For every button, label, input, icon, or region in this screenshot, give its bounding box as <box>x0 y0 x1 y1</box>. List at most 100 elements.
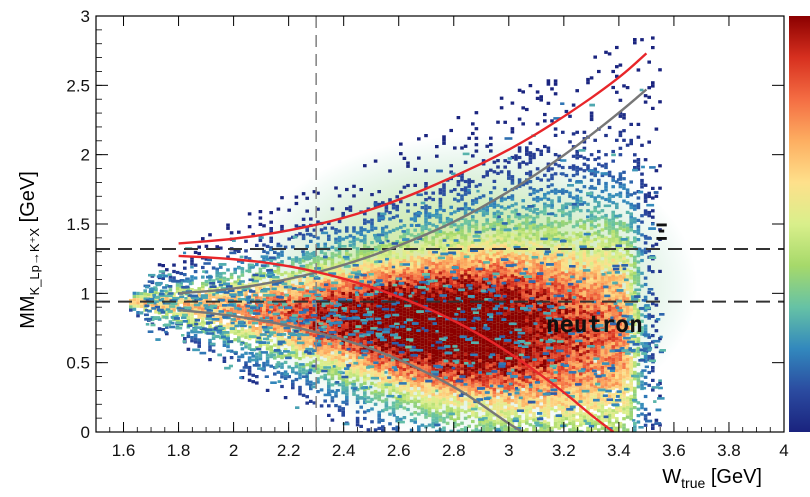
heat-cell <box>406 228 410 232</box>
heat-cell <box>262 307 266 311</box>
heat-cell <box>377 263 381 267</box>
heat-cell <box>384 340 389 344</box>
heat-cell <box>463 237 468 241</box>
heat-cell <box>348 362 353 366</box>
heat-cell <box>258 350 263 354</box>
heat-cell <box>305 228 309 232</box>
heat-cell <box>492 355 497 359</box>
heat-cell <box>453 245 457 249</box>
heat-cell <box>294 256 299 260</box>
heat-cell <box>175 283 180 287</box>
heat-cell <box>521 384 525 388</box>
heat-cell <box>399 404 403 409</box>
heat-cell <box>427 410 432 414</box>
heat-cell <box>417 425 421 429</box>
heat-cell <box>197 312 201 316</box>
heat-cell <box>355 359 360 363</box>
heat-cell <box>319 343 324 347</box>
heat-cell <box>521 327 525 331</box>
heat-cell <box>319 301 324 306</box>
heat-cell <box>532 268 536 272</box>
heat-cell <box>449 314 453 318</box>
heat-cell <box>327 285 331 289</box>
heat-cell <box>543 359 547 363</box>
heat-cell <box>463 285 468 289</box>
heat-cell <box>366 274 371 278</box>
heat-cell <box>510 341 515 345</box>
heat-cell <box>395 297 399 301</box>
heat-cell <box>399 401 403 405</box>
heat-cell <box>391 327 396 332</box>
heat-cell <box>316 370 320 374</box>
heat-cell <box>363 304 367 309</box>
heat-cell <box>265 264 270 268</box>
heat-cell <box>305 379 309 383</box>
heat-cell <box>139 304 144 309</box>
heat-cell <box>384 292 389 296</box>
heat-cell <box>280 288 284 293</box>
heat-cell <box>366 322 371 326</box>
heat-cell <box>406 302 410 306</box>
heat-cell <box>535 250 540 254</box>
heat-cell <box>413 331 417 335</box>
heat-cell <box>471 256 475 260</box>
heat-cell <box>280 308 284 312</box>
heat-cell <box>424 207 428 211</box>
heat-cell <box>399 152 403 156</box>
heat-cell <box>463 343 468 347</box>
heat-cell <box>366 303 371 307</box>
heat-cell <box>467 335 471 339</box>
heat-cell <box>460 236 464 240</box>
heat-cell <box>287 282 291 286</box>
heat-cell <box>165 309 169 313</box>
heat-cell <box>435 397 439 401</box>
heat-cell <box>478 298 482 302</box>
heat-cell <box>165 332 169 336</box>
heat-cell <box>337 239 342 243</box>
heat-cell <box>521 343 525 347</box>
heat-cell <box>413 372 417 376</box>
heat-cell <box>402 265 407 269</box>
heat-cell <box>517 351 522 355</box>
heat-cell <box>499 378 504 382</box>
heat-cell <box>409 428 414 432</box>
heat-cell <box>334 263 338 267</box>
heat-cell <box>514 314 518 318</box>
heat-cell <box>402 384 407 388</box>
heat-cell <box>525 235 529 240</box>
heat-cell <box>496 261 500 265</box>
heat-cell <box>507 307 511 312</box>
heat-cell <box>525 149 529 153</box>
heat-cell <box>507 362 511 366</box>
heat-cell <box>496 213 500 217</box>
heat-cell <box>442 192 446 197</box>
heat-cell <box>517 216 522 220</box>
heat-cell <box>384 279 389 283</box>
heat-cell <box>186 334 191 339</box>
heat-cell <box>348 307 353 312</box>
heat-cell <box>489 399 493 403</box>
heat-cell <box>363 237 367 241</box>
heat-cell <box>431 361 435 365</box>
heat-cell <box>471 355 475 360</box>
heat-cell <box>337 373 342 377</box>
heat-cell <box>352 357 356 361</box>
heat-cell <box>499 106 504 110</box>
heat-cell <box>301 304 306 308</box>
heat-cell <box>514 381 518 385</box>
heat-cell <box>427 314 432 318</box>
heat-cell <box>492 304 497 308</box>
heat-cell <box>543 400 547 405</box>
heat-cell <box>499 195 504 199</box>
heat-cell <box>517 274 522 278</box>
heat-cell <box>406 356 410 360</box>
heat-cell <box>377 366 381 370</box>
heat-cell <box>381 310 385 314</box>
heat-cell <box>352 287 356 291</box>
heat-cell <box>507 333 511 337</box>
heat-cell <box>287 275 291 279</box>
heat-cell <box>305 363 309 367</box>
heat-cell <box>269 211 273 215</box>
heat-cell <box>539 277 543 281</box>
